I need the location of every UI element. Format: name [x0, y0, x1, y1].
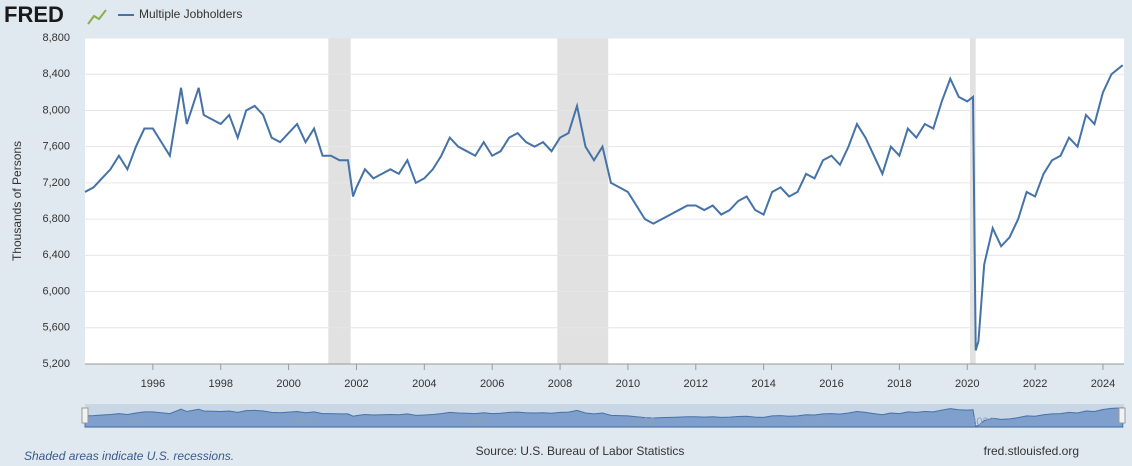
- navigator-handle-left: [81, 407, 89, 424]
- y-tick-label: 7,200: [42, 177, 70, 189]
- navigator-tick-label: 2000: [292, 416, 316, 428]
- logo: FRED: [4, 2, 64, 27]
- y-tick-label: 5,200: [42, 358, 70, 370]
- navigator-tick-label: 2020: [970, 416, 994, 428]
- series-line: [84, 64, 1124, 351]
- x-tick-label: 1996: [141, 378, 165, 390]
- recession-note: Shaded areas indicate U.S. recessions.: [24, 449, 234, 463]
- navigator-area: [84, 407, 1124, 428]
- x-tick-label: 2016: [819, 378, 843, 390]
- x-tick-label: 2012: [684, 378, 708, 390]
- y-tick-label: 6,800: [42, 213, 70, 225]
- x-tick-label: 2006: [480, 378, 504, 390]
- recession: [557, 38, 609, 364]
- navigator-tick-label: 2010: [631, 416, 655, 428]
- y-tick-label: 8,800: [42, 32, 70, 44]
- y-tick-label: 8,000: [42, 104, 70, 116]
- navigator-tick-label: 2005: [461, 416, 485, 428]
- source: Source: U.S. Bureau of Labor Statistics: [476, 444, 685, 458]
- navigator-tick-label: 2015: [801, 416, 825, 428]
- x-tick-label: 2014: [751, 378, 775, 390]
- x-tick-label: 2002: [344, 378, 368, 390]
- y-tick-label: 6,000: [42, 285, 70, 297]
- y-tick-label: 6,400: [42, 249, 70, 261]
- x-tick-label: 2010: [616, 378, 640, 390]
- recession: [969, 38, 976, 364]
- y-axis-label: Thousands of Persons: [10, 141, 24, 261]
- logo-icon: [87, 9, 107, 25]
- x-tick-label: 2000: [276, 378, 300, 390]
- y-tick-label: 7,600: [42, 141, 70, 153]
- recession: [328, 38, 351, 364]
- y-tick-label: 8,400: [42, 68, 70, 80]
- legend-label: Multiple Jobholders: [139, 7, 242, 21]
- y-tick-label: 5,600: [42, 322, 70, 334]
- navigator-tick-label: 1995: [122, 416, 146, 428]
- site: fred.stlouisfed.org: [984, 444, 1079, 458]
- x-tick-label: 1998: [208, 378, 232, 390]
- navigator-handle-right: [1118, 407, 1126, 424]
- x-tick-label: 2008: [548, 378, 572, 390]
- x-tick-label: 2024: [1091, 378, 1115, 390]
- x-tick-label: 2018: [887, 378, 911, 390]
- x-tick-label: 2004: [412, 378, 436, 390]
- x-tick-label: 2020: [955, 378, 979, 390]
- x-tick-label: 2022: [1023, 378, 1047, 390]
